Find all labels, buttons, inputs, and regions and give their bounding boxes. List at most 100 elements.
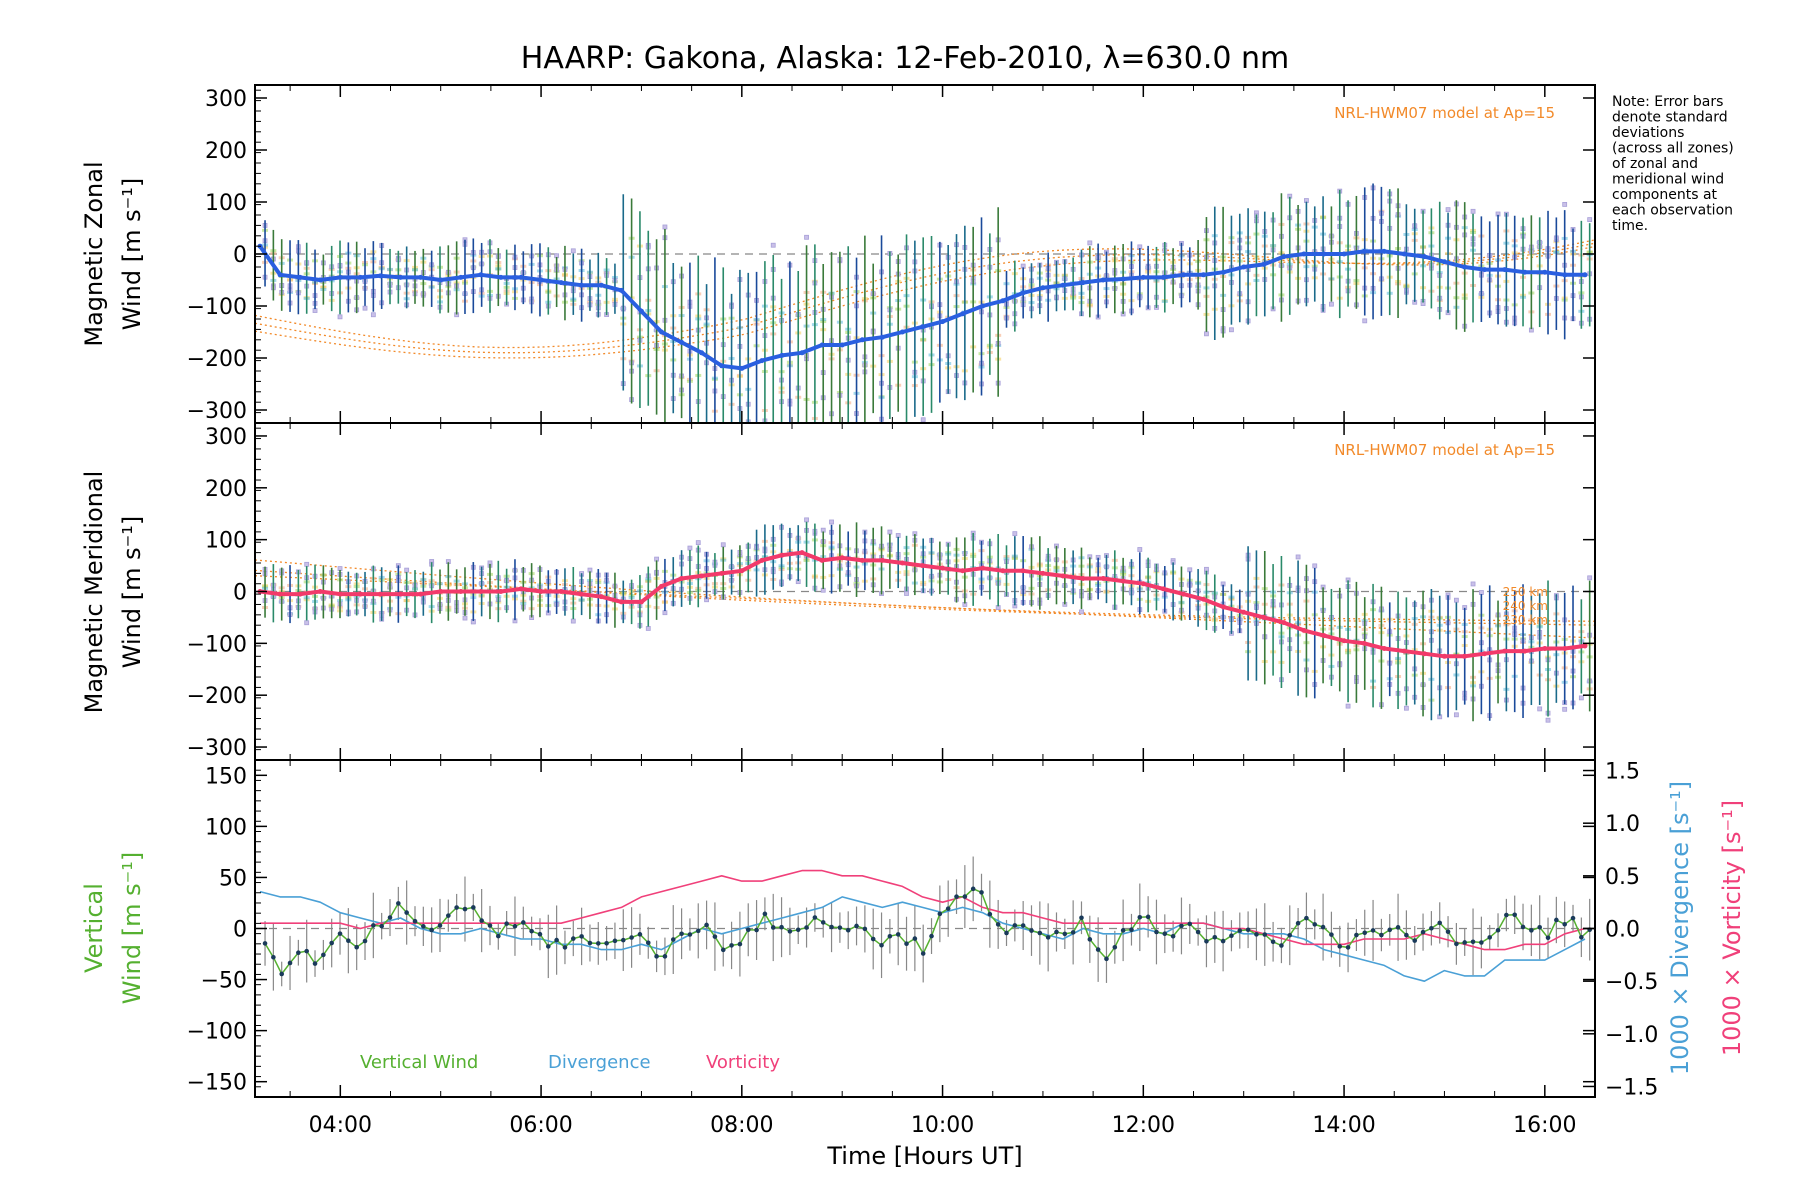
mean-wind-point	[418, 274, 424, 280]
mean-wind-point	[739, 568, 745, 574]
vertical-y-ticks: 150 100 50 0 −50 −100 −150	[187, 764, 1595, 1096]
note-line: Note: Error bars	[1612, 94, 1723, 110]
meridional-data-layer	[257, 521, 1591, 722]
vertical-wind-point	[454, 905, 459, 910]
vertical-wind-point	[687, 932, 693, 937]
vertical-wind-point	[1337, 944, 1343, 949]
mean-wind-point	[1361, 248, 1367, 254]
scatter-point	[1562, 202, 1568, 207]
vertical-wind-point	[1112, 944, 1118, 950]
vertical-wind-point	[1062, 931, 1068, 937]
mean-wind-point	[1000, 298, 1006, 304]
scatter-point	[1587, 575, 1593, 581]
vertical-wind-point	[979, 890, 984, 895]
x-tick-label: 06:00	[509, 1113, 572, 1138]
y-tick-label: −300	[187, 399, 247, 424]
vertical-wind-point	[337, 931, 343, 936]
scatter-point	[662, 224, 668, 230]
vertical-wind-point	[1212, 934, 1218, 940]
vertical-wind-point	[779, 924, 784, 930]
mean-wind-point	[859, 337, 865, 343]
vertical-wind-point	[995, 922, 1001, 927]
vertical-wind-point	[437, 923, 443, 928]
x-tick-label: 10:00	[911, 1113, 974, 1138]
mean-wind-point	[1341, 638, 1347, 644]
mean-wind-point	[518, 274, 524, 280]
scatter-point	[1012, 531, 1018, 537]
scatter-point	[920, 417, 926, 423]
vertical-wind-point	[945, 906, 951, 911]
y-tick-label: 0	[233, 581, 247, 606]
mean-wind-point	[438, 589, 444, 594]
zonal-wind-panel: 300 200 100 0 −100 −200 −300 NRL-HWM07 model a…	[80, 84, 1596, 437]
model-alt-label-3: 230 km	[1503, 613, 1548, 627]
scatter-point	[1478, 590, 1484, 595]
mean-wind-point	[1502, 267, 1508, 273]
scatter-point	[404, 567, 410, 573]
vertical-wind-panel: 150 100 50 0 −50 −100 −150 1.5 1.0 0.5 0.0 −0.5 −1.…	[80, 85, 1746, 1170]
vertical-wind-point	[1470, 939, 1476, 945]
vertical-wind-point	[354, 944, 359, 950]
vertical-wind-point	[729, 943, 734, 948]
mean-wind-point	[1160, 586, 1166, 592]
scatter-point	[1312, 563, 1318, 569]
mean-wind-point	[1140, 274, 1146, 280]
scatter-point	[720, 542, 726, 548]
vertical-wind-point	[412, 918, 418, 924]
mean-wind-point	[1241, 264, 1247, 270]
model-curve	[255, 245, 1595, 349]
vertical-wind-point	[329, 940, 334, 946]
vertical-wind-point	[1445, 929, 1451, 935]
mean-wind-point	[1180, 591, 1186, 597]
scatter-point	[645, 626, 651, 631]
vertical-wind-point	[645, 940, 651, 946]
meridional-ylabel-line2: Wind [m s⁻¹]	[118, 516, 146, 668]
vertical-wind-point	[1220, 938, 1226, 944]
note-line: of zonal and	[1612, 156, 1698, 172]
scatter-point	[1204, 331, 1209, 337]
mean-wind-point	[337, 274, 343, 280]
mean-wind-point	[317, 589, 323, 594]
mean-wind-point	[518, 586, 524, 592]
y-tick-label: −200	[187, 347, 247, 372]
vertical-wind-point	[1295, 920, 1301, 926]
vertical-wind-point	[1345, 945, 1351, 950]
mean-wind-point	[578, 591, 584, 597]
mean-wind-point	[538, 277, 544, 283]
vertical-wind-point	[1287, 932, 1293, 938]
mean-wind-point	[277, 272, 283, 278]
mean-wind-point	[1321, 633, 1327, 639]
scatter-point	[1470, 208, 1476, 214]
vertical-wind-point	[1579, 934, 1584, 940]
mean-wind-point	[960, 568, 966, 574]
mean-wind-point	[1562, 646, 1568, 652]
vertical-wind-point	[421, 924, 426, 929]
mean-wind-point	[799, 350, 805, 356]
note-line: meridional wind	[1612, 172, 1724, 188]
vertical-wind-point	[1512, 912, 1518, 918]
mean-wind-point	[859, 557, 865, 563]
mean-wind-point	[1221, 269, 1227, 275]
scatter-point	[1229, 327, 1234, 333]
y-tick-label: 200	[205, 477, 247, 502]
mean-wind-point	[719, 570, 725, 576]
mean-wind-point	[398, 591, 404, 597]
scatter-point	[462, 615, 468, 621]
vertical-wind-point	[1329, 932, 1334, 937]
vertical-wind-point	[1162, 931, 1168, 937]
scatter-point	[696, 433, 700, 437]
vertical-wind-point	[1095, 947, 1101, 952]
mean-wind-point	[839, 342, 845, 348]
model-alt-label-2: 240 km	[1503, 599, 1548, 613]
vertical-wind-point	[1454, 941, 1459, 947]
mean-wind-point	[1522, 648, 1528, 654]
vertical-wind-point	[504, 921, 509, 926]
mean-wind-point	[719, 363, 725, 369]
model-curve	[255, 569, 1595, 626]
vertical-ylabel-line1: Vertical	[80, 883, 108, 973]
mean-wind-point	[980, 565, 986, 571]
scatter-point	[846, 429, 850, 433]
vertical-wind-point	[637, 932, 643, 937]
right-y-tick-label: 0.0	[1605, 918, 1640, 943]
mean-wind-point	[1462, 653, 1468, 659]
